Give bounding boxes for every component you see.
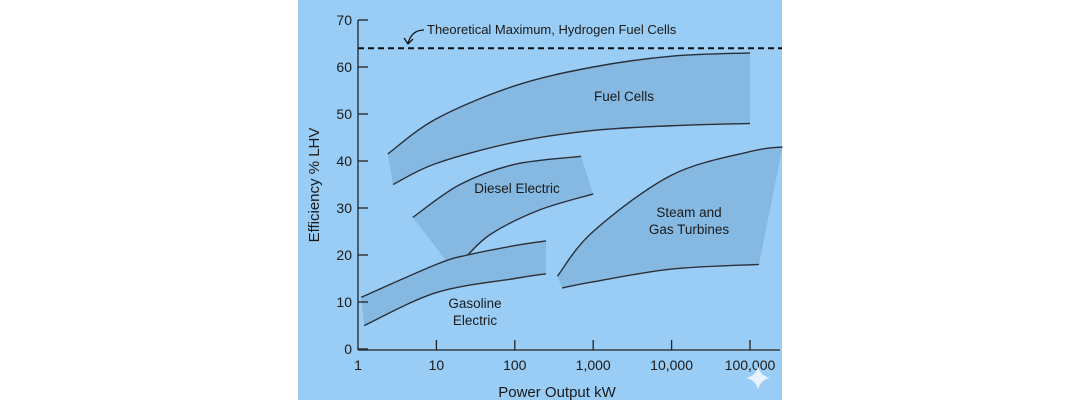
y-tick-label: 30 xyxy=(336,200,352,216)
y-tick-label: 50 xyxy=(336,106,352,122)
x-tick-label: 10 xyxy=(429,357,445,373)
band-label: Electric xyxy=(453,313,498,328)
band-upper-line xyxy=(556,146,783,277)
band-steam-and-gas-turbines xyxy=(556,146,783,289)
y-tick-label: 10 xyxy=(336,294,352,310)
band-label: Gas Turbines xyxy=(649,222,730,237)
bands xyxy=(360,52,783,327)
y-tick-label: 60 xyxy=(336,59,352,75)
y-tick-label: 20 xyxy=(336,247,352,263)
band-lower-line xyxy=(467,193,594,256)
x-tick-label: 1 xyxy=(354,357,362,373)
x-tick-label: 1,000 xyxy=(576,357,611,373)
x-tick-label: 100 xyxy=(503,357,527,373)
band-gasoline-electric xyxy=(360,240,547,327)
band-lower-line xyxy=(561,263,759,289)
band-fuel-cells xyxy=(387,52,751,186)
theoretical-max-label: Theoretical Maximum, Hydrogen Fuel Cells xyxy=(427,22,677,37)
x-tick-label: 100,000 xyxy=(725,357,776,373)
y-tick-label: 70 xyxy=(336,12,352,28)
band-diesel-electric xyxy=(412,155,594,260)
band-upper-line xyxy=(412,155,582,218)
x-axis-label: Power Output kW xyxy=(498,384,616,400)
band-lower-line xyxy=(392,122,751,186)
band-upper-line xyxy=(387,52,751,155)
y-axis-label: Efficiency % LHV xyxy=(306,128,323,243)
y-tick-label: 0 xyxy=(344,341,352,357)
x-tick-label: 10,000 xyxy=(650,357,693,373)
sparkle-icon xyxy=(746,366,770,390)
band-label: Fuel Cells xyxy=(594,89,654,104)
band-fill xyxy=(387,52,750,185)
band-fill xyxy=(361,240,546,326)
band-upper-line xyxy=(360,240,547,298)
y-tick-label: 40 xyxy=(336,153,352,169)
band-label: Diesel Electric xyxy=(474,181,560,196)
annotation-arrow-icon xyxy=(403,29,425,46)
band-fill xyxy=(557,146,783,288)
band-label: Gasoline xyxy=(448,296,501,311)
band-fill xyxy=(412,156,594,260)
band-lower-line xyxy=(363,273,547,327)
band-label: Steam and xyxy=(656,205,721,220)
